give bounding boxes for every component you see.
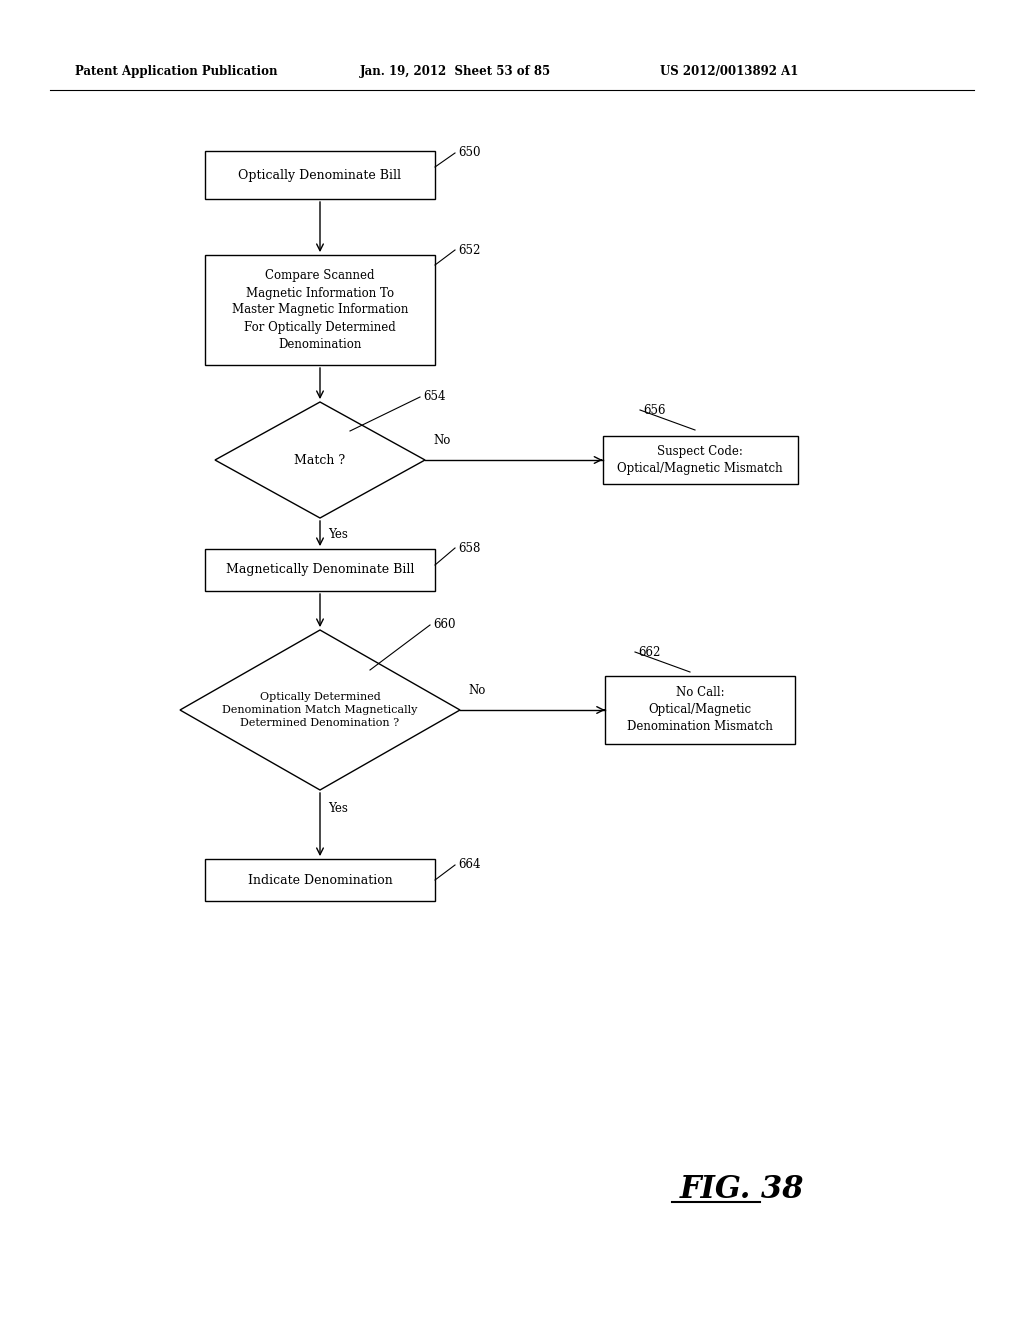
Polygon shape: [180, 630, 460, 789]
Text: 654: 654: [423, 391, 445, 404]
Text: Match ?: Match ?: [295, 454, 345, 466]
Text: Yes: Yes: [328, 528, 348, 541]
Text: Magnetically Denominate Bill: Magnetically Denominate Bill: [226, 564, 414, 577]
Text: 662: 662: [638, 645, 660, 659]
Text: Optically Determined
Denomination Match Magnetically
Determined Denomination ?: Optically Determined Denomination Match …: [222, 692, 418, 729]
Text: No: No: [468, 684, 485, 697]
Text: Optically Denominate Bill: Optically Denominate Bill: [239, 169, 401, 181]
Text: 658: 658: [458, 541, 480, 554]
Text: 656: 656: [643, 404, 666, 417]
FancyBboxPatch shape: [205, 150, 435, 199]
Text: Yes: Yes: [328, 803, 348, 814]
Text: 660: 660: [433, 619, 456, 631]
FancyBboxPatch shape: [205, 255, 435, 366]
Text: FIG. 38: FIG. 38: [680, 1175, 805, 1205]
FancyBboxPatch shape: [205, 549, 435, 591]
Text: 652: 652: [458, 243, 480, 256]
FancyBboxPatch shape: [602, 436, 798, 484]
Text: US 2012/0013892 A1: US 2012/0013892 A1: [660, 66, 799, 78]
Text: No: No: [433, 434, 451, 447]
FancyBboxPatch shape: [205, 859, 435, 902]
Polygon shape: [215, 403, 425, 517]
Text: Patent Application Publication: Patent Application Publication: [75, 66, 278, 78]
Text: Jan. 19, 2012  Sheet 53 of 85: Jan. 19, 2012 Sheet 53 of 85: [360, 66, 551, 78]
Text: 650: 650: [458, 147, 480, 160]
Text: No Call:
Optical/Magnetic
Denomination Mismatch: No Call: Optical/Magnetic Denomination M…: [627, 686, 773, 734]
Text: 664: 664: [458, 858, 480, 871]
FancyBboxPatch shape: [605, 676, 795, 744]
Text: Suspect Code:
Optical/Magnetic Mismatch: Suspect Code: Optical/Magnetic Mismatch: [617, 445, 782, 475]
Text: Indicate Denomination: Indicate Denomination: [248, 874, 392, 887]
Text: Compare Scanned
Magnetic Information To
Master Magnetic Information
For Opticall: Compare Scanned Magnetic Information To …: [231, 269, 409, 351]
